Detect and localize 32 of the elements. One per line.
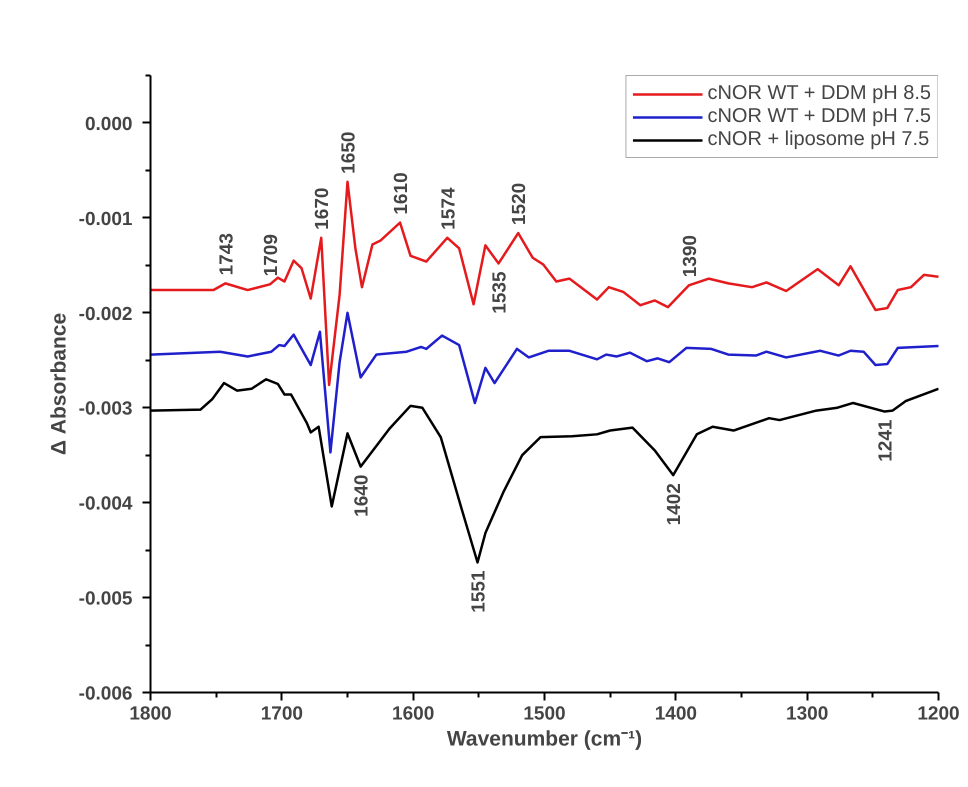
annotation: 1402 <box>664 483 686 526</box>
annotation: 1520 <box>509 182 530 226</box>
annotation: 1670 <box>312 188 334 230</box>
y-axis-title: Δ Absorbance <box>48 312 71 456</box>
x-tick-label: 1200 <box>917 704 960 724</box>
legend-label: cNOR WT + DDM pH 7.5 <box>707 105 931 128</box>
annotation: 1640 <box>352 474 373 517</box>
y-tick-label: -0.004 <box>78 494 133 515</box>
x-axis-title: Wavenumber (cm⁻¹) <box>446 728 642 750</box>
annotation: 1743 <box>216 233 238 276</box>
legend-label: cNOR + liposome pH 7.5 <box>707 128 930 151</box>
legend-label: cNOR WT + DDM pH 8.5 <box>707 82 931 105</box>
annotation: 1551 <box>468 570 490 613</box>
x-tick-label: 1300 <box>786 704 828 724</box>
y-tick-label: -0.005 <box>78 588 133 610</box>
x-tick-label: 1700 <box>260 704 303 724</box>
annotation: 1535 <box>490 271 511 314</box>
annotation: 1709 <box>261 234 282 276</box>
annotation: 1390 <box>680 235 701 278</box>
annotation: 1610 <box>391 172 412 215</box>
y-tick-label: -0.006 <box>78 684 132 704</box>
x-tick-label: 1400 <box>654 704 697 724</box>
annotation: 1574 <box>438 187 460 230</box>
y-tick-label: -0.001 <box>78 208 133 230</box>
annotation: 1650 <box>338 132 360 174</box>
annotation: 1241 <box>876 419 897 462</box>
x-tick-label: 1600 <box>392 704 434 724</box>
y-tick-label: -0.003 <box>78 398 132 420</box>
y-tick-label: 0.000 <box>84 114 132 135</box>
y-tick-label: -0.002 <box>78 304 132 325</box>
x-tick-label: 1800 <box>129 704 172 724</box>
x-tick-label: 1500 <box>523 704 566 724</box>
